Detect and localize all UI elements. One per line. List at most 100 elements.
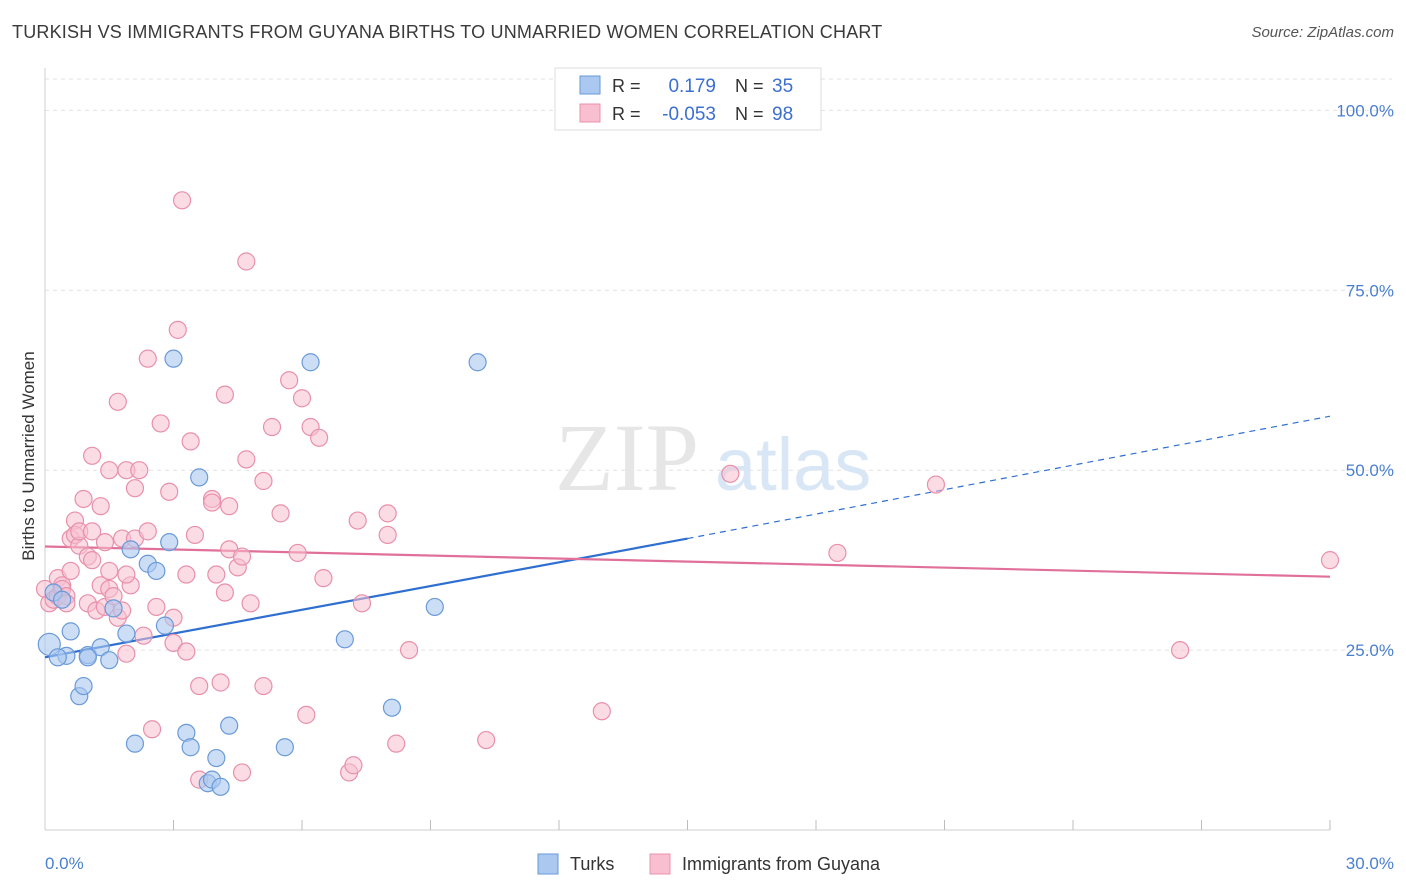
point-turks bbox=[425, 597, 444, 617]
point-guyana bbox=[100, 461, 119, 480]
x-ticks bbox=[173, 820, 1331, 830]
point-guyana bbox=[262, 417, 282, 437]
legend-r-value-turks: 0.179 bbox=[668, 76, 716, 97]
point-guyana bbox=[310, 428, 329, 447]
bottom-legend-swatch-turks bbox=[537, 853, 559, 875]
point-turks bbox=[301, 353, 320, 372]
point-guyana bbox=[138, 522, 157, 541]
chart-title: TURKISH VS IMMIGRANTS FROM GUYANA BIRTHS… bbox=[12, 22, 883, 42]
legend-r-label-guyana: R = bbox=[612, 104, 641, 124]
point-guyana bbox=[147, 597, 166, 617]
point-guyana bbox=[91, 497, 110, 516]
point-guyana bbox=[177, 565, 196, 584]
point-turks bbox=[468, 353, 487, 372]
point-turks bbox=[121, 540, 140, 559]
series-guyana-points bbox=[35, 191, 1340, 789]
point-guyana bbox=[352, 594, 372, 613]
point-guyana bbox=[241, 594, 260, 613]
gridlines bbox=[45, 78, 1392, 651]
point-guyana bbox=[378, 504, 397, 523]
trend-guyana bbox=[44, 545, 1331, 578]
y-tick-label: 75.0% bbox=[1346, 281, 1394, 300]
point-guyana bbox=[237, 450, 256, 469]
point-guyana bbox=[177, 642, 196, 661]
point-guyana bbox=[138, 349, 157, 368]
point-turks bbox=[100, 651, 119, 670]
point-guyana bbox=[108, 392, 127, 411]
point-guyana bbox=[74, 489, 93, 509]
point-turks bbox=[147, 561, 166, 581]
point-guyana bbox=[348, 511, 367, 530]
point-guyana bbox=[134, 626, 153, 645]
point-guyana bbox=[378, 525, 397, 545]
top-legend: R = 0.179 N = 35 R = -0.053 N = 98 bbox=[554, 67, 822, 131]
point-guyana bbox=[288, 543, 307, 563]
point-turks bbox=[53, 590, 72, 609]
point-guyana bbox=[1170, 640, 1190, 660]
point-guyana bbox=[83, 446, 102, 465]
legend-n-label-turks: N = bbox=[735, 76, 764, 96]
point-guyana bbox=[160, 482, 179, 501]
point-guyana bbox=[83, 551, 102, 570]
x-tick-label-max: 30.0% bbox=[1346, 854, 1394, 873]
point-turks bbox=[155, 616, 175, 635]
legend-n-value-turks: 35 bbox=[772, 76, 793, 97]
point-guyana bbox=[202, 493, 222, 512]
point-guyana bbox=[271, 504, 290, 523]
watermark: ZIP atlas bbox=[555, 404, 871, 511]
point-turks bbox=[125, 734, 145, 753]
point-turks bbox=[117, 624, 136, 643]
point-turks bbox=[91, 638, 110, 657]
point-guyana bbox=[100, 561, 119, 581]
point-guyana bbox=[254, 676, 273, 696]
legend-r-value-guyana: -0.053 bbox=[662, 104, 716, 125]
point-guyana bbox=[399, 640, 419, 660]
watermark-atlas: atlas bbox=[715, 423, 871, 506]
point-turks bbox=[220, 716, 239, 735]
point-turks bbox=[74, 676, 93, 696]
point-guyana bbox=[387, 734, 406, 753]
point-guyana bbox=[125, 479, 145, 498]
point-guyana bbox=[254, 471, 273, 491]
point-guyana bbox=[142, 720, 162, 739]
point-turks bbox=[382, 698, 402, 717]
point-guyana bbox=[220, 497, 239, 516]
y-tick-label: 100.0% bbox=[1336, 101, 1394, 120]
point-guyana bbox=[232, 763, 252, 782]
point-guyana bbox=[164, 633, 183, 652]
point-turks bbox=[190, 468, 209, 487]
point-guyana bbox=[168, 320, 187, 339]
watermark-zip: ZIP bbox=[555, 404, 699, 511]
point-guyana bbox=[130, 461, 149, 480]
point-turks bbox=[181, 738, 200, 757]
point-guyana bbox=[1320, 551, 1340, 570]
point-guyana bbox=[181, 432, 200, 451]
point-guyana bbox=[215, 385, 234, 404]
point-turks bbox=[104, 599, 123, 618]
bottom-legend-swatch-guyana bbox=[649, 853, 671, 875]
point-guyana bbox=[185, 525, 205, 545]
point-turks bbox=[61, 622, 80, 641]
point-guyana bbox=[207, 565, 226, 584]
point-guyana bbox=[280, 371, 299, 390]
point-guyana bbox=[151, 414, 170, 433]
point-guyana bbox=[477, 730, 496, 750]
legend-r-label-turks: R = bbox=[612, 76, 641, 96]
point-guyana bbox=[61, 561, 80, 581]
point-guyana bbox=[215, 583, 234, 602]
point-guyana bbox=[83, 522, 102, 541]
bottom-legend-label-guyana: Immigrants from Guyana bbox=[682, 854, 881, 874]
point-turks bbox=[164, 349, 183, 368]
legend-n-label-guyana: N = bbox=[735, 104, 764, 124]
point-guyana bbox=[172, 191, 192, 210]
point-guyana bbox=[828, 543, 847, 563]
legend-swatch-guyana bbox=[579, 103, 601, 123]
y-axis-label: Births to Unmarried Women bbox=[19, 351, 38, 560]
x-tick-label-min: 0.0% bbox=[45, 854, 84, 873]
point-turks bbox=[48, 648, 67, 667]
point-guyana bbox=[926, 475, 946, 494]
point-guyana bbox=[292, 389, 312, 408]
point-turks bbox=[78, 648, 97, 667]
point-guyana bbox=[117, 644, 136, 663]
